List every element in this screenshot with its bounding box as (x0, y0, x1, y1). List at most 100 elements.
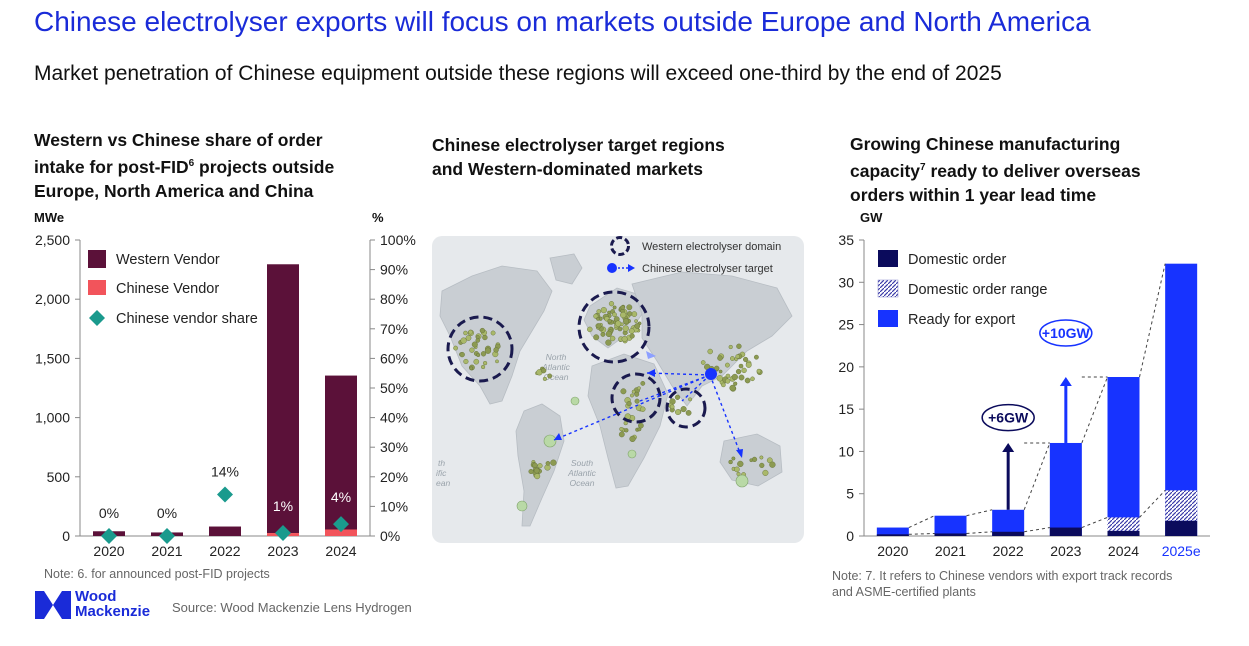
project-dot (750, 376, 755, 382)
right-title-line2: capacity7 ready to deliver overseas (850, 160, 1141, 181)
share-marker (275, 525, 291, 542)
project-dots (453, 301, 776, 512)
legend-share-marker (89, 310, 105, 326)
project-dot (744, 377, 751, 384)
bar-domestic-order (876, 534, 909, 536)
project-dot (638, 422, 644, 429)
right-y-tick-label: 10 (838, 443, 854, 459)
legend-chinese-label: Chinese Vendor (116, 281, 219, 297)
target-arrows (553, 372, 743, 459)
project-dot (634, 319, 638, 323)
project-dot (634, 391, 640, 397)
project-dot (741, 367, 747, 374)
left-y2-tick-label: 70% (380, 321, 408, 337)
project-dot (534, 473, 541, 480)
project-dot (479, 327, 486, 334)
connector-domestic (966, 531, 993, 534)
middle-title-line2: and Western-dominated markets (432, 159, 703, 179)
project-dot (593, 313, 599, 319)
map-svg: North Atlantic Ocean South Atlantic Ocea… (436, 236, 793, 527)
bar-domestic-order (934, 533, 967, 536)
connector-top (966, 509, 993, 517)
connector-top (1081, 376, 1108, 444)
left-x-tick-label: 2023 (267, 543, 298, 559)
project-dot (743, 356, 749, 363)
arrow-south-asia (681, 374, 711, 402)
project-dot (607, 318, 612, 324)
project-dot (759, 462, 765, 468)
map-label-ocean-s: Ocean (569, 478, 594, 488)
project-dot (468, 329, 473, 335)
project-dot (490, 330, 496, 336)
bar-western-vendor (209, 526, 241, 536)
right-y-tick-label: 25 (838, 317, 854, 333)
legend-target-dot (607, 263, 617, 273)
western-domain-circles (446, 290, 707, 429)
project-dot (669, 404, 675, 410)
source-text: Source: Wood Mackenzie Lens Hydrogen (172, 600, 412, 615)
map-ocean-labels: North Atlantic Ocean South Atlantic Ocea… (436, 352, 597, 488)
map-landmasses (439, 253, 793, 527)
right-y-tick-label: 15 (838, 401, 854, 417)
right-chart-title: Growing Chinese manufacturing capacity7 … (850, 132, 1230, 207)
arrowhead-australia (736, 449, 743, 458)
right-y-tick-label: 0 (846, 528, 854, 544)
project-dot (471, 341, 478, 348)
project-dot (631, 389, 636, 394)
project-dot (612, 312, 617, 317)
project-dot (735, 354, 740, 359)
growth-arrowhead (1059, 377, 1072, 387)
map-label-atlantic-s: Atlantic (567, 468, 597, 478)
project-dot (718, 369, 723, 374)
project-dot (473, 358, 480, 365)
project-dot (605, 330, 613, 338)
legend-domain-marker (610, 236, 630, 256)
right-title-line1: Growing Chinese manufacturing (850, 134, 1121, 154)
project-dot (596, 317, 600, 321)
project-dot (749, 458, 754, 463)
bar-domestic-order (1049, 527, 1082, 536)
project-dot (700, 360, 706, 365)
left-y-tick-label: 1,000 (35, 410, 70, 426)
legend-range-swatch (877, 279, 899, 298)
project-dot (617, 326, 623, 332)
project-dot (734, 466, 740, 473)
domain-circle-europe (577, 290, 651, 364)
project-dot (759, 455, 764, 460)
map-label-ocean-n: Ocean (543, 372, 568, 382)
project-dot (528, 468, 534, 475)
project-dot (731, 373, 738, 381)
right-x-tick-label: 2024 (1108, 543, 1139, 559)
bar-chinese-vendor (325, 529, 357, 536)
left-y2-tick-label: 20% (380, 469, 408, 485)
left-y2-tick-label: 0% (380, 528, 400, 544)
bar-domestic-order-range (1165, 490, 1198, 521)
left-y2-axis-unit: % (372, 210, 384, 225)
legend-domain-label: Western electrolyser domain (642, 241, 781, 253)
project-dot (729, 384, 736, 392)
arrow-australia (709, 374, 743, 459)
project-dot (469, 366, 474, 371)
project-dot (629, 333, 635, 339)
project-dot (476, 352, 481, 358)
map-label-south: South (571, 458, 593, 468)
arrow-middle-east (646, 372, 711, 376)
right-note: Note: 7. It refers to Chinese vendors wi… (832, 568, 1172, 600)
project-dot (629, 435, 636, 442)
project-dot (762, 469, 769, 476)
legend-target-label: Chinese electrolyser target (642, 263, 773, 275)
bar-ready-for-export (934, 515, 967, 536)
left-title-line3: Europe, North America and China (34, 180, 314, 201)
left-y2-tick-label: 10% (380, 498, 408, 514)
project-dot (482, 360, 488, 366)
project-dot (622, 318, 630, 325)
connector-top (908, 515, 935, 528)
logo-wordmark: Wood Mackenzie (75, 589, 150, 619)
legend-export-swatch (878, 310, 898, 327)
growth-arrowhead (1002, 442, 1015, 452)
middle-title-line1: Chinese electrolyser target regions (432, 135, 725, 155)
project-dot (630, 393, 634, 398)
bar-ready-for-export (876, 527, 909, 536)
project-dot (593, 334, 600, 341)
project-dot (481, 364, 486, 370)
